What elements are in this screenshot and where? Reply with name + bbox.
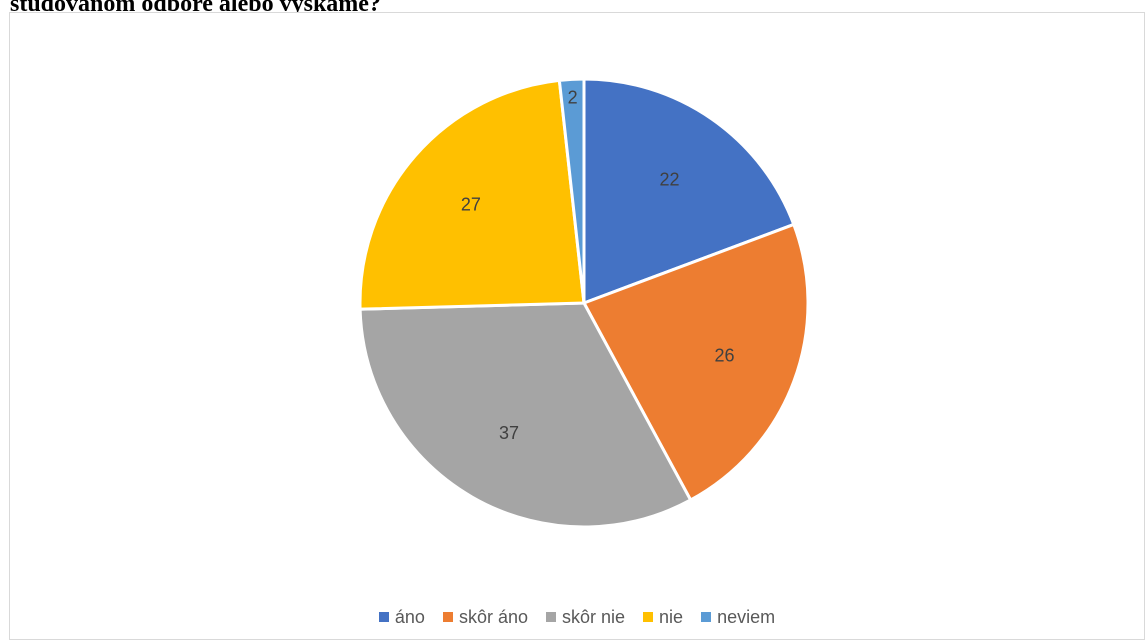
legend-item-4: nie xyxy=(643,605,683,629)
legend-label-2: skôr áno xyxy=(458,607,528,627)
pie-chart: 22 26 37 27 2 xyxy=(358,77,810,529)
legend-swatch-5 xyxy=(701,612,712,622)
data-label-1: 22 xyxy=(659,170,679,190)
data-label-3: 37 xyxy=(499,423,519,443)
pie-slice-4 xyxy=(358,78,586,311)
data-label-2: 26 xyxy=(714,346,734,366)
chart-frame: 22 26 37 27 2 áno skôr áno skôr nie nie neviem xyxy=(9,12,1145,640)
pie-slice-3 xyxy=(358,301,693,529)
legend-swatch-2 xyxy=(442,612,453,622)
legend-item-2: skôr áno xyxy=(442,605,528,629)
legend-item-5: neviem xyxy=(701,605,775,629)
legend-label-5: neviem xyxy=(717,607,776,627)
data-label-4: 27 xyxy=(461,194,481,214)
legend-item-1: áno xyxy=(378,605,425,629)
pie-slice-5 xyxy=(557,77,586,304)
pie-slice-1 xyxy=(582,77,796,306)
legend-swatch-1 xyxy=(378,612,389,622)
chart-legend: áno skôr áno skôr nie nie neviem xyxy=(10,605,1144,629)
legend-swatch-4 xyxy=(643,612,654,622)
pie-slice-2 xyxy=(581,222,810,503)
data-label-5: 2 xyxy=(568,87,578,107)
legend-swatch-3 xyxy=(546,612,556,622)
legend-label-3: skôr nie xyxy=(562,607,626,627)
legend-label-1: áno xyxy=(394,607,425,627)
legend-item-3: skôr nie xyxy=(546,605,625,629)
legend-label-4: nie xyxy=(659,607,684,627)
